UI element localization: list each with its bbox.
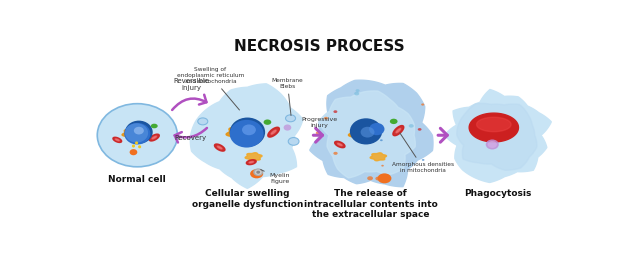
Ellipse shape (151, 124, 158, 128)
Ellipse shape (284, 124, 291, 131)
Ellipse shape (286, 115, 296, 122)
Ellipse shape (138, 145, 141, 148)
Polygon shape (215, 144, 225, 151)
Ellipse shape (125, 121, 153, 144)
FancyArrowPatch shape (438, 128, 447, 142)
Polygon shape (249, 161, 253, 163)
Text: Recovery: Recovery (174, 135, 207, 141)
Ellipse shape (134, 127, 144, 134)
Polygon shape (318, 91, 416, 178)
Polygon shape (477, 117, 511, 132)
Polygon shape (393, 125, 404, 136)
Polygon shape (152, 136, 157, 139)
Ellipse shape (380, 139, 383, 141)
Ellipse shape (230, 120, 263, 148)
Ellipse shape (263, 120, 271, 125)
Ellipse shape (198, 118, 208, 125)
Polygon shape (445, 90, 551, 183)
Ellipse shape (97, 104, 177, 167)
Polygon shape (115, 139, 119, 141)
FancyArrowPatch shape (175, 128, 207, 143)
Polygon shape (113, 137, 122, 143)
Polygon shape (469, 113, 519, 142)
Ellipse shape (409, 124, 414, 128)
Ellipse shape (422, 159, 424, 161)
Ellipse shape (376, 177, 381, 181)
Ellipse shape (350, 118, 382, 144)
Polygon shape (246, 160, 256, 165)
Polygon shape (149, 134, 159, 141)
Ellipse shape (256, 171, 260, 174)
Ellipse shape (333, 110, 338, 113)
Ellipse shape (378, 173, 391, 183)
Ellipse shape (361, 127, 374, 137)
Ellipse shape (132, 144, 135, 148)
Polygon shape (217, 146, 222, 149)
Ellipse shape (354, 92, 359, 95)
FancyArrowPatch shape (313, 128, 323, 142)
Ellipse shape (390, 119, 397, 124)
Polygon shape (226, 126, 253, 139)
Polygon shape (338, 143, 342, 146)
Polygon shape (334, 141, 345, 148)
Polygon shape (245, 153, 262, 161)
Ellipse shape (242, 124, 256, 135)
Ellipse shape (367, 176, 373, 180)
Ellipse shape (356, 89, 359, 92)
Text: Progressive
injury: Progressive injury (301, 117, 337, 128)
Polygon shape (190, 84, 303, 188)
Ellipse shape (124, 123, 150, 144)
Ellipse shape (324, 117, 328, 120)
Ellipse shape (333, 152, 338, 155)
Text: Swelling of
endoplasmic reticulum
and mitochondria: Swelling of endoplasmic reticulum and mi… (177, 67, 244, 110)
Ellipse shape (135, 141, 138, 144)
Text: Cellular swelling
organelle dysfunction: Cellular swelling organelle dysfunction (192, 189, 303, 209)
Text: Phagocytosis: Phagocytosis (464, 189, 532, 198)
Text: Amorphous densities
in mitochondria: Amorphous densities in mitochondria (392, 133, 454, 173)
FancyArrowPatch shape (172, 95, 207, 110)
Ellipse shape (255, 169, 261, 175)
Ellipse shape (485, 139, 499, 150)
Polygon shape (396, 129, 401, 133)
Ellipse shape (253, 168, 263, 176)
Polygon shape (122, 129, 144, 139)
Polygon shape (457, 103, 537, 170)
Polygon shape (370, 153, 386, 161)
Text: Normal cell: Normal cell (109, 175, 166, 184)
Ellipse shape (381, 165, 384, 167)
Ellipse shape (230, 118, 265, 147)
Text: Reversible
injury: Reversible injury (173, 78, 209, 91)
Ellipse shape (316, 132, 319, 134)
Ellipse shape (369, 123, 384, 135)
Ellipse shape (250, 169, 263, 178)
Ellipse shape (488, 141, 497, 148)
Polygon shape (271, 130, 276, 134)
Text: NECROSIS PROCESS: NECROSIS PROCESS (235, 39, 405, 54)
Ellipse shape (130, 149, 137, 155)
Ellipse shape (417, 128, 422, 131)
Ellipse shape (288, 137, 299, 145)
Polygon shape (348, 127, 374, 140)
Text: Myelin
Figure: Myelin Figure (261, 170, 290, 184)
Text: Membrane
Blebs: Membrane Blebs (271, 78, 303, 116)
Text: The release of
intracellular contents into
the extracellular space: The release of intracellular contents in… (304, 189, 437, 219)
Polygon shape (310, 80, 433, 187)
Ellipse shape (421, 103, 424, 106)
Ellipse shape (125, 123, 148, 143)
Polygon shape (268, 127, 280, 137)
